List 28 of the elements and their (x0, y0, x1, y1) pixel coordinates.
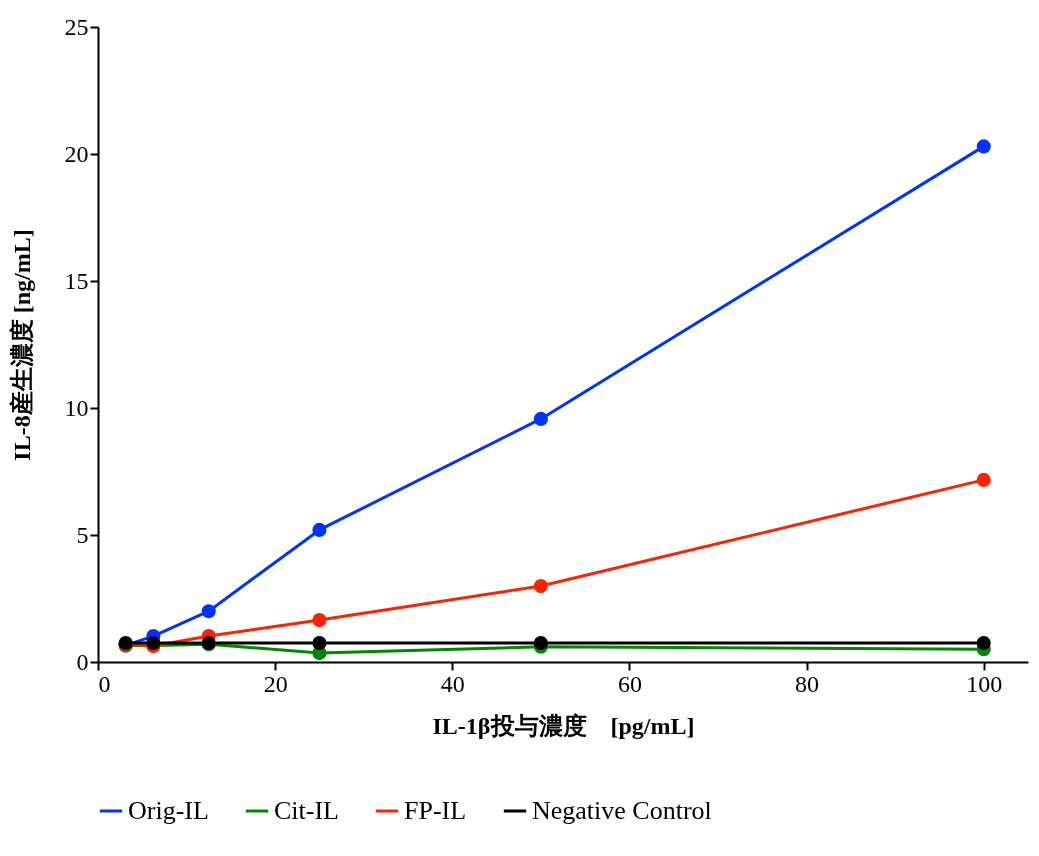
x-tick-label: 100 (966, 670, 1003, 697)
point (976, 472, 991, 487)
y-axis-title: IL-8産生濃度 [ng/mL] (8, 229, 35, 461)
point (533, 411, 548, 426)
x-tick-label: 0 (98, 670, 111, 697)
y-tick-label: 5 (76, 521, 89, 548)
x-axis-title: IL-1β投与濃度 [pg/mL] (432, 712, 695, 739)
x-tick-label: 60 (617, 670, 642, 697)
y-tick-label: 25 (64, 13, 89, 40)
point (312, 522, 327, 537)
y-tick-label: 10 (64, 394, 89, 421)
y-tick-label: 0 (76, 648, 89, 675)
y-tick-label: 20 (64, 140, 89, 167)
y-tick-label: 15 (64, 267, 89, 294)
legend-label: FP-IL (404, 796, 467, 825)
point (533, 579, 548, 594)
legend-label: Negative Control (532, 796, 712, 825)
x-tick-label: 80 (795, 670, 820, 697)
point (976, 635, 991, 651)
x-tick-label: 20 (263, 670, 288, 697)
point (312, 635, 327, 651)
point (533, 635, 548, 651)
point (201, 604, 216, 619)
legend-label: Orig-IL (128, 796, 209, 825)
point (976, 139, 991, 154)
x-tick-label: 40 (440, 670, 465, 697)
legend-label: Cit-IL (274, 796, 339, 825)
point (312, 613, 327, 628)
